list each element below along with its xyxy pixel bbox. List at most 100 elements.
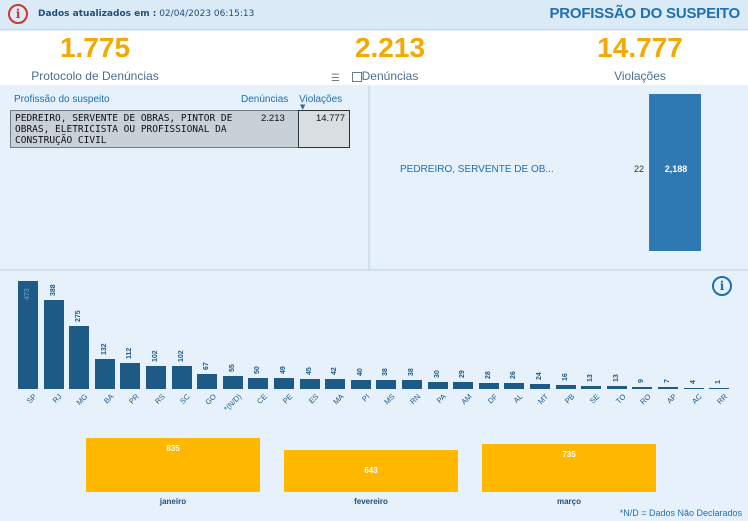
state-axis-label: *(N/D) — [222, 392, 244, 414]
bar-value-label: 67 — [203, 361, 211, 370]
kpi-denuncias-label: Denúncias — [361, 69, 419, 83]
state-axis-label: SC — [178, 392, 192, 406]
table-row[interactable]: PEDREIRO, SERVENTE DE OBRAS, PINTOR DE O… — [10, 110, 350, 148]
state-axis-label: PI — [359, 392, 372, 404]
states-bar-chart: 473 SP 388 RJ 275 MG 132 BA 112 PR 102 RS 102 SC 67 GO 5… — [0, 272, 748, 414]
occupation-label: PEDREIRO, SERVENTE DE OB... — [400, 164, 554, 175]
bar-es[interactable] — [299, 378, 320, 389]
column-header-denuncias[interactable]: Denúncias — [241, 94, 289, 105]
bar-value-label: 16 — [561, 373, 569, 382]
bar-nd[interactable] — [222, 376, 243, 389]
info-icon[interactable]: i — [712, 276, 732, 296]
bar-ac[interactable] — [683, 388, 704, 389]
row-violacoes-cell: 14.777 — [298, 110, 350, 148]
state-axis-label: MT — [536, 392, 551, 407]
occupation-bar-chart: PEDREIRO, SERVENTE DE OB... 22 2,188 — [372, 86, 748, 269]
section-divider — [0, 269, 748, 271]
bar-fevereiro[interactable] — [284, 450, 458, 492]
state-axis-label: MA — [331, 392, 346, 407]
bar-value-label: 735 — [562, 450, 576, 460]
bar-pr[interactable] — [120, 363, 141, 389]
state-axis-label: AP — [664, 392, 679, 406]
bar-value-label: 13 — [612, 374, 620, 383]
bar-rn[interactable] — [402, 380, 422, 389]
kpi-violacoes-value: 14.777 — [597, 32, 683, 63]
kpi-denuncias-value: 2.213 — [354, 32, 426, 63]
bar-ba[interactable] — [94, 358, 115, 389]
bar-value-label: 38 — [408, 368, 415, 377]
column-header-violacoes[interactable]: Violações — [299, 94, 343, 105]
info-icon[interactable]: i — [8, 4, 28, 24]
bar-value-label: 275 — [75, 310, 83, 323]
bar-pa[interactable] — [427, 382, 448, 389]
bar-value-label: 38 — [382, 368, 390, 377]
kpi-protocolo-value: 1.775 — [59, 32, 131, 63]
bar-value-label: 26 — [510, 371, 518, 380]
bar-pb[interactable] — [555, 385, 576, 389]
bar-rj[interactable] — [43, 300, 64, 389]
occupation-small-value: 22 — [634, 164, 645, 174]
bar-pe[interactable] — [274, 377, 294, 389]
profession-table: Profissão do suspeito Denúncias Violaçõe… — [0, 86, 370, 269]
bar-df[interactable] — [478, 382, 499, 389]
bar-mt[interactable] — [530, 383, 550, 389]
state-axis-label: RR — [715, 392, 730, 407]
occupation-bar[interactable]: 2,188 — [649, 94, 701, 251]
row-violacoes: 14.777 — [315, 113, 345, 124]
bar-maro[interactable] — [482, 444, 656, 492]
bar-am[interactable] — [453, 382, 474, 389]
state-axis-label: MS — [382, 392, 397, 407]
page-title: PROFISSÃO DO SUSPEITO — [549, 5, 740, 22]
bar-ro[interactable] — [632, 386, 653, 389]
bar-al[interactable] — [504, 383, 525, 389]
bar-value-label: 49 — [280, 366, 287, 374]
bar-se[interactable] — [581, 386, 602, 389]
state-axis-label: MG — [74, 392, 90, 407]
bar-value-label: 102 — [177, 350, 185, 362]
updated-label: Dados atualizados em : — [38, 9, 157, 19]
kpi-protocolo-label: Protocolo de Denúncias — [31, 69, 159, 83]
column-header-profissao[interactable]: Profissão do suspeito — [14, 94, 110, 105]
bar-value-label: 388 — [49, 284, 57, 297]
bar-ma[interactable] — [325, 379, 346, 389]
bar-value-label: 30 — [433, 370, 441, 379]
bar-value-label: 42 — [331, 367, 339, 376]
occupation-bar-value: 2,188 — [664, 164, 688, 174]
state-axis-label: RN — [408, 392, 423, 407]
bar-ap[interactable] — [658, 387, 678, 389]
bar-value-label: 28 — [484, 370, 492, 379]
state-axis-label: RO — [638, 392, 653, 407]
sort-down-icon: ▼ — [300, 103, 306, 111]
kpi-violacoes-label: Violações — [614, 69, 666, 83]
bar-value-label: 24 — [536, 371, 543, 380]
bar-rr[interactable] — [709, 388, 730, 389]
bar-ce[interactable] — [248, 377, 269, 389]
bar-sp[interactable] — [18, 281, 38, 389]
state-axis-label: GO — [202, 392, 218, 407]
bar-mg[interactable] — [69, 326, 90, 389]
state-axis-label: RS — [152, 392, 167, 406]
bar-value-label: 9 — [638, 379, 646, 383]
focus-mode-icon[interactable] — [352, 72, 362, 82]
bar-janeiro[interactable] — [86, 438, 260, 492]
filter-icon[interactable]: ☰ — [331, 73, 340, 84]
bar-value-label: 4 — [689, 380, 697, 384]
updated-value: 02/04/2023 06:15:13 — [159, 9, 255, 19]
bar-value-label: 13 — [587, 374, 595, 383]
row-profissao: PEDREIRO, SERVENTE DE OBRAS, PINTOR DE O… — [15, 113, 233, 146]
state-axis-label: PE — [280, 392, 295, 406]
kpi-row: 1.775 Protocolo de Denúncias 2.213 Denún… — [0, 31, 748, 85]
month-axis-label: fevereiro — [354, 497, 388, 506]
bar-ms[interactable] — [376, 380, 397, 389]
state-axis-label: PB — [562, 392, 576, 406]
bar-value-label: 29 — [459, 370, 467, 379]
state-axis-label: PA — [434, 392, 448, 406]
bar-rs[interactable] — [146, 365, 166, 389]
bar-pi[interactable] — [350, 379, 371, 389]
state-axis-label: SE — [588, 392, 602, 406]
bar-sc[interactable] — [171, 365, 192, 389]
state-axis-label: BA — [101, 392, 116, 406]
bar-go[interactable] — [197, 373, 218, 389]
bar-to[interactable] — [606, 386, 627, 389]
state-axis-label: RJ — [51, 392, 64, 405]
